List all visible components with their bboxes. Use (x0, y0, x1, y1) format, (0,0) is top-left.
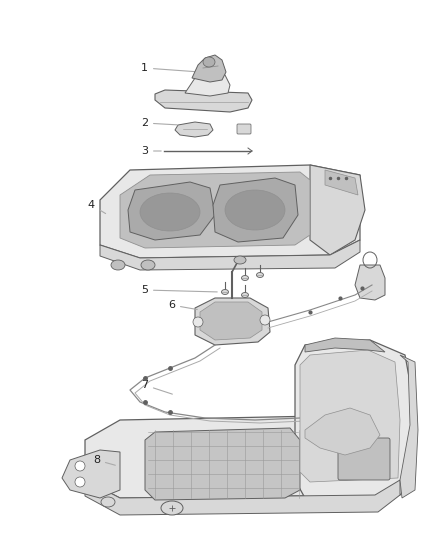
Circle shape (260, 315, 270, 325)
Ellipse shape (140, 193, 200, 231)
Circle shape (75, 461, 85, 471)
Ellipse shape (257, 272, 264, 278)
Ellipse shape (141, 260, 155, 270)
Ellipse shape (203, 57, 215, 67)
Polygon shape (310, 165, 365, 255)
Polygon shape (185, 72, 230, 96)
Polygon shape (120, 172, 310, 248)
Ellipse shape (234, 256, 246, 264)
Text: 1: 1 (141, 63, 197, 73)
Ellipse shape (225, 190, 285, 230)
Text: 3: 3 (141, 146, 161, 156)
FancyBboxPatch shape (338, 438, 390, 480)
Polygon shape (400, 355, 418, 498)
Polygon shape (295, 340, 415, 498)
Text: 7: 7 (141, 380, 173, 394)
Ellipse shape (241, 293, 248, 297)
Polygon shape (300, 350, 400, 482)
Polygon shape (85, 480, 400, 515)
Ellipse shape (161, 501, 183, 515)
Polygon shape (100, 240, 360, 270)
Polygon shape (62, 450, 120, 498)
Text: 2: 2 (141, 118, 177, 128)
Polygon shape (305, 408, 380, 455)
Circle shape (193, 317, 203, 327)
Text: 6: 6 (168, 300, 197, 310)
Polygon shape (213, 178, 298, 242)
Polygon shape (155, 90, 252, 112)
Polygon shape (195, 298, 270, 345)
Ellipse shape (222, 289, 229, 295)
Text: 5: 5 (141, 285, 217, 295)
Polygon shape (192, 55, 226, 82)
FancyBboxPatch shape (237, 124, 251, 134)
Polygon shape (200, 302, 262, 340)
Text: 8: 8 (93, 455, 115, 465)
Polygon shape (100, 165, 360, 258)
Polygon shape (305, 338, 385, 352)
Polygon shape (85, 415, 400, 498)
Polygon shape (355, 265, 385, 300)
Polygon shape (128, 182, 215, 240)
Polygon shape (145, 428, 300, 500)
Circle shape (75, 477, 85, 487)
Text: 4: 4 (88, 200, 106, 214)
Polygon shape (325, 170, 358, 195)
Ellipse shape (111, 260, 125, 270)
Polygon shape (175, 122, 213, 137)
Ellipse shape (101, 497, 115, 507)
Ellipse shape (241, 276, 248, 280)
